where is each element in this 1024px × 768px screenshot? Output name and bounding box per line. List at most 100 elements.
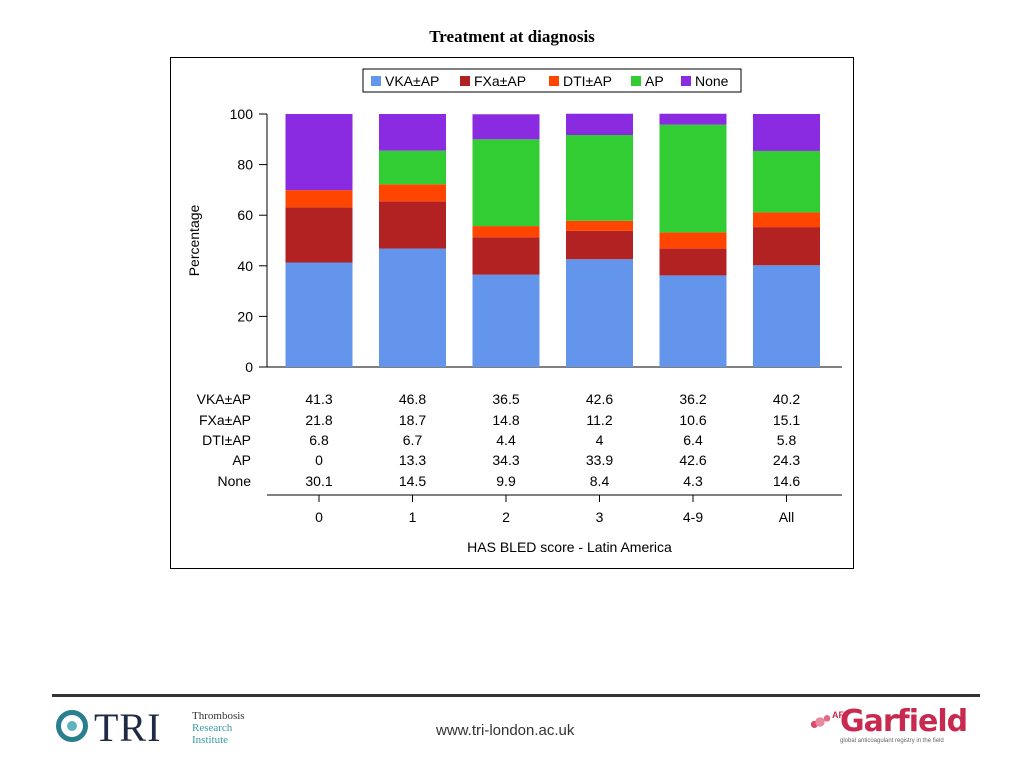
category-label-1: 1 [409,509,417,525]
bar-2-series-2 [472,226,540,238]
garfield-logo-prefix: AF [832,710,844,720]
bar-0-series-4 [285,114,353,191]
legend-swatch-3 [631,76,641,86]
tri-logo-subtitle: Thrombosis Research Institute [192,710,245,746]
bar-3-series-0 [566,259,633,367]
bar-2-series-0 [472,274,540,367]
tri-logo-line3: Institute [192,734,229,746]
y-axis-title: Percentage [186,204,202,276]
bar-1-series-3 [379,150,446,185]
tri-logo: TRI Thrombosis Research Institute [54,704,264,754]
bar-49-series-4 [659,113,727,125]
table-cell-2-1: 6.7 [403,432,423,448]
category-label-3: 3 [596,509,604,525]
table-cell-0-2: 36.5 [492,391,519,407]
table-cell-4-1: 14.5 [399,473,426,489]
legend-label-2: DTI±AP [563,73,612,89]
bar-All-series-0 [753,265,820,367]
table-cell-0-3: 42.6 [586,391,613,407]
legend-swatch-0 [371,76,381,86]
table-cell-4-0: 30.1 [305,473,332,489]
table-cell-2-5: 5.8 [777,432,797,448]
table-cell-4-3: 8.4 [590,473,610,489]
bar-3-series-1 [566,230,633,260]
legend-swatch-2 [549,76,559,86]
table-cell-4-2: 9.9 [496,473,516,489]
garfield-logo: AF Garfield global anticoagulant registr… [806,704,978,750]
legend-swatch-1 [460,76,470,86]
bar-49-series-2 [659,232,727,249]
table-cell-3-1: 13.3 [399,452,426,468]
y-tick-label-3: 60 [237,207,253,223]
table-cell-3-5: 24.3 [773,452,800,468]
bar-2-series-3 [472,139,540,227]
bar-1-series-2 [379,184,446,202]
bar-0-series-1 [285,207,353,263]
y-tick-label-1: 20 [237,308,253,324]
table-row-label-1: FXa±AP [199,412,251,428]
table-cell-2-2: 4.4 [496,432,516,448]
bar-All-series-1 [753,227,820,266]
bar-2-series-4 [472,114,540,140]
legend-label-1: FXa±AP [474,73,526,89]
table-cell-4-4: 4.3 [683,473,703,489]
bar-2-series-1 [472,237,540,275]
table-cell-3-2: 34.3 [492,452,519,468]
table-cell-1-0: 21.8 [305,412,332,428]
table-cell-0-0: 41.3 [305,391,332,407]
category-label-2: 2 [502,509,510,525]
garfield-logo-tagline: global anticoagulant registry in the fie… [840,738,944,744]
footer-url: www.tri-london.ac.uk [436,722,575,739]
bar-49-series-0 [659,275,727,367]
table-cell-1-5: 15.1 [773,412,800,428]
tri-logo-line2: Research [192,722,233,734]
table-cell-1-1: 18.7 [399,412,426,428]
tri-ring-icon [56,710,88,742]
table-row-label-3: AP [232,452,251,468]
y-tick-label-0: 0 [245,359,253,375]
x-axis-title: HAS BLED score - Latin America [467,539,672,555]
table-cell-1-3: 11.2 [586,412,612,428]
legend-label-3: AP [645,73,664,89]
table-cell-3-3: 33.9 [586,452,613,468]
table-cell-0-4: 36.2 [679,391,706,407]
table-cell-1-4: 10.6 [679,412,706,428]
garfield-burst-icon [806,710,834,734]
category-label-5: All [779,509,795,525]
table-cell-0-1: 46.8 [399,391,426,407]
bar-All-series-3 [753,150,820,213]
footer-divider [52,694,980,697]
y-tick-label-5: 100 [230,106,254,122]
table-row-label-0: VKA±AP [197,391,251,407]
tri-logo-mark: TRI [94,705,162,750]
table-cell-4-5: 14.6 [773,473,800,489]
table-row-label-4: None [218,473,252,489]
legend-swatch-4 [681,76,691,86]
stacked-bar-chart: VKA±AP FXa±AP DTI±AP AP None020406080100Perc… [186,68,842,555]
bar-3-series-4 [566,113,633,135]
category-label-0: 0 [315,509,323,525]
table-cell-3-4: 42.6 [679,452,706,468]
legend-label-4: None [695,73,729,89]
table-cell-3-0: 0 [315,452,323,468]
table-row-label-2: DTI±AP [202,432,251,448]
bar-49-series-3 [659,124,727,233]
tri-logo-line1: Thrombosis [192,710,245,722]
legend-label-0: VKA±AP [385,73,439,89]
slide-title: Treatment at diagnosis [429,27,595,46]
bar-All-series-2 [753,212,820,228]
table-cell-2-4: 6.4 [683,432,703,448]
table-cell-2-0: 6.8 [309,432,329,448]
table-cell-0-5: 40.2 [773,391,800,407]
bar-1-series-1 [379,201,446,249]
garfield-logo-name: Garfield [840,704,968,739]
category-label-4: 4-9 [683,509,703,525]
bar-3-series-2 [566,220,633,231]
table-cell-2-3: 4 [596,432,604,448]
bar-All-series-4 [753,114,820,151]
table-cell-1-2: 14.8 [492,412,519,428]
bar-0-series-0 [285,262,353,367]
bar-1-series-4 [379,114,446,151]
bar-0-series-2 [285,190,353,208]
bar-49-series-1 [659,248,727,276]
